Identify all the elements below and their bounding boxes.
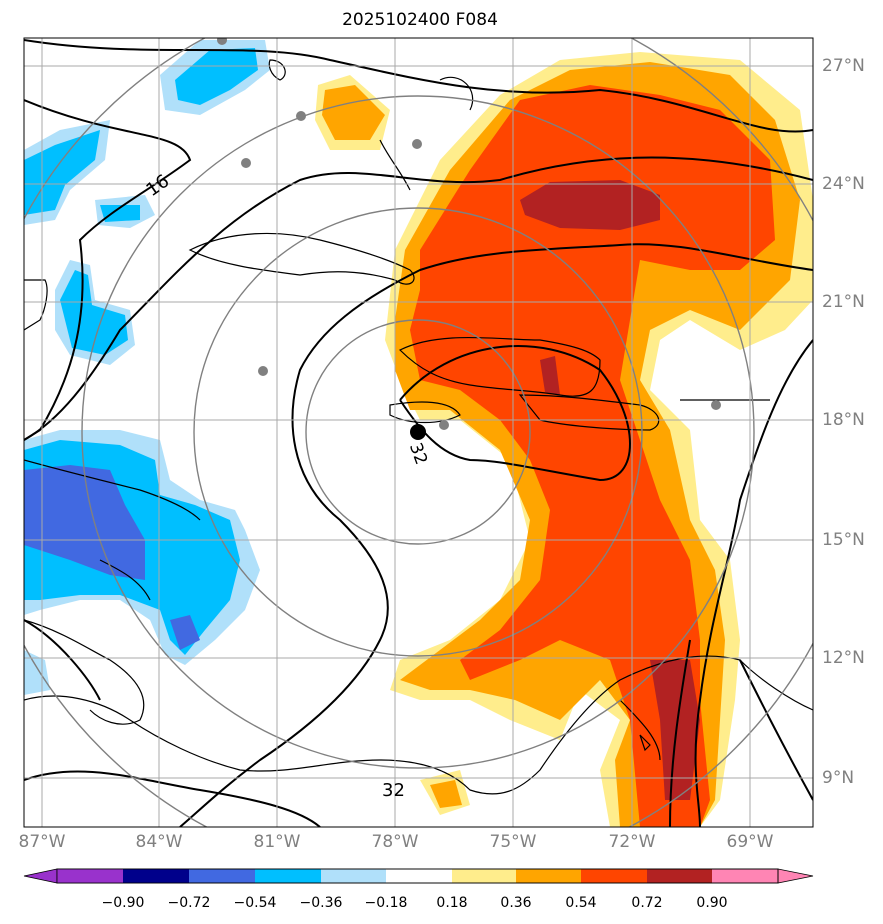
lat-label-24n: 24°N [822, 174, 865, 194]
graticule [24, 38, 813, 827]
lat-label-12n: 12°N [822, 648, 865, 668]
lat-label-9n: 9°N [822, 768, 855, 788]
station-markers [217, 38, 721, 430]
lon-label-87w: 87°W [18, 832, 66, 852]
range-ring-2 [193, 207, 643, 657]
colorbar-tick-label: −0.54 [233, 895, 277, 911]
lon-label-84w: 84°W [135, 832, 183, 852]
storm-center-marker [410, 424, 426, 440]
colorbar-tick-label: −0.18 [364, 895, 408, 911]
shaded-anomaly-field [24, 40, 813, 827]
colorbar-extend-right [777, 868, 814, 884]
negative-anomaly-royalblue [24, 465, 145, 580]
lat-label-21n: 21°N [822, 292, 865, 312]
colorbar-tick-label: 0.90 [696, 895, 728, 911]
map-plot-area: 16 32 32 [24, 38, 813, 827]
colorbar-tick-label: −0.90 [101, 895, 145, 911]
contour-label-32-center: 32 [405, 440, 431, 467]
lat-label-18n: 18°N [822, 410, 865, 430]
lat-label-15n: 15°N [822, 530, 865, 550]
colorbar [23, 868, 814, 884]
colorbar-tick-label: −0.72 [167, 895, 211, 911]
map-frame [23, 37, 814, 828]
range-ring-3 [81, 95, 755, 769]
colorbar-tick-label: 0.54 [565, 895, 597, 911]
colorbar-extend-left [23, 868, 58, 884]
contour-label-32-south: 32 [382, 780, 405, 801]
lon-label-72w: 72°W [608, 832, 656, 852]
lat-label-27n: 27°N [822, 56, 865, 76]
colorbar-tick-label: 0.36 [500, 895, 532, 911]
colorbar-tick-label: 0.18 [436, 895, 468, 911]
range-ring-1 [305, 319, 531, 545]
map-title: 2025102400 F084 [342, 10, 498, 30]
colorbar-tick-label: −0.36 [299, 895, 343, 911]
positive-anomaly-red [410, 85, 775, 827]
lon-label-78w: 78°W [371, 832, 419, 852]
positive-anomaly-darkred [520, 180, 660, 230]
lon-label-81w: 81°W [253, 832, 301, 852]
lon-label-75w: 75°W [489, 832, 537, 852]
colorbar-tick-label: 0.72 [631, 895, 663, 911]
lon-label-69w: 69°W [726, 832, 774, 852]
range-rings [24, 38, 813, 827]
